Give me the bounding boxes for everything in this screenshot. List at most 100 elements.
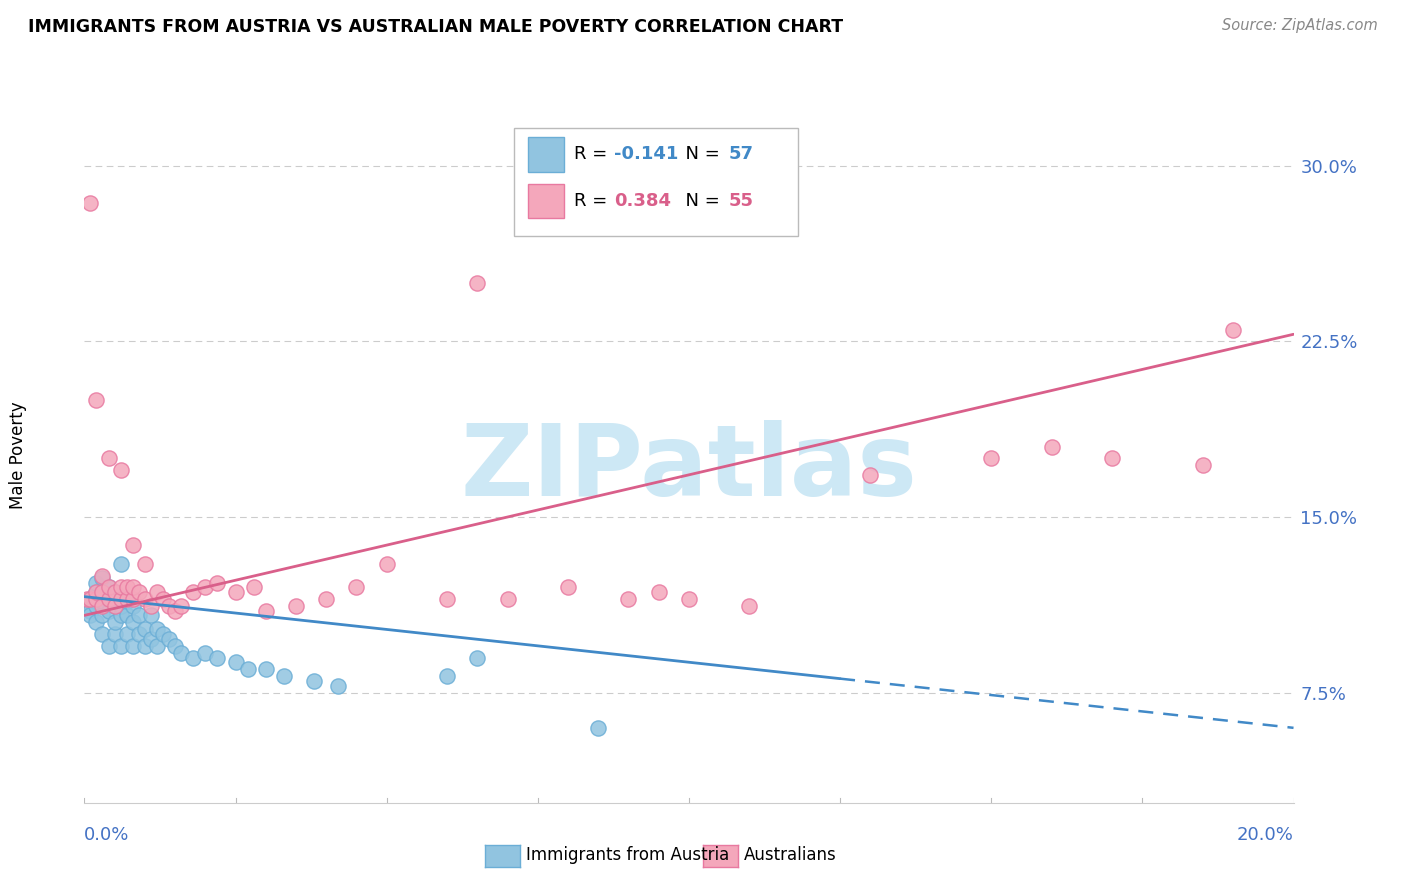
Point bbox=[91, 594, 114, 608]
Point bbox=[79, 604, 101, 618]
Point bbox=[79, 608, 101, 623]
Text: 55: 55 bbox=[728, 192, 754, 210]
Point bbox=[207, 650, 229, 665]
Point bbox=[134, 639, 156, 653]
Point bbox=[207, 575, 229, 590]
Text: N =: N = bbox=[675, 192, 725, 210]
Point bbox=[86, 599, 108, 613]
Text: 0.0%: 0.0% bbox=[84, 826, 129, 844]
Point bbox=[115, 594, 138, 608]
Text: IMMIGRANTS FROM AUSTRIA VS AUSTRALIAN MALE POVERTY CORRELATION CHART: IMMIGRANTS FROM AUSTRIA VS AUSTRALIAN MA… bbox=[28, 18, 844, 36]
Point bbox=[152, 627, 174, 641]
Point bbox=[104, 599, 127, 613]
Text: R =: R = bbox=[574, 145, 613, 163]
Point bbox=[121, 592, 143, 607]
Point bbox=[436, 592, 458, 607]
Text: Source: ZipAtlas.com: Source: ZipAtlas.com bbox=[1222, 18, 1378, 33]
Point bbox=[76, 594, 98, 608]
Point bbox=[1040, 440, 1063, 454]
FancyBboxPatch shape bbox=[529, 137, 564, 172]
Point bbox=[346, 580, 368, 594]
Point bbox=[79, 599, 101, 613]
Text: R =: R = bbox=[574, 192, 613, 210]
Point bbox=[110, 590, 132, 604]
Point bbox=[254, 662, 277, 676]
Point bbox=[91, 627, 114, 641]
Point bbox=[82, 590, 104, 604]
Point bbox=[165, 604, 187, 618]
Point bbox=[115, 592, 138, 607]
Point bbox=[104, 627, 127, 641]
Point bbox=[375, 557, 398, 571]
Point bbox=[97, 580, 120, 594]
Point bbox=[115, 608, 138, 623]
Point bbox=[980, 451, 1002, 466]
Point bbox=[134, 592, 156, 607]
Point bbox=[97, 639, 120, 653]
Point bbox=[110, 639, 132, 653]
Text: -0.141: -0.141 bbox=[614, 145, 678, 163]
Point bbox=[152, 592, 174, 607]
Point bbox=[121, 599, 143, 613]
Point bbox=[146, 585, 169, 599]
Point bbox=[97, 592, 120, 607]
Point bbox=[86, 615, 108, 630]
Text: 20.0%: 20.0% bbox=[1237, 826, 1294, 844]
Point bbox=[1192, 458, 1215, 473]
Point bbox=[146, 623, 169, 637]
Point bbox=[859, 467, 882, 482]
Point bbox=[617, 592, 640, 607]
Point bbox=[110, 580, 132, 594]
Point bbox=[242, 580, 264, 594]
Point bbox=[139, 632, 162, 646]
Text: 0.384: 0.384 bbox=[614, 192, 671, 210]
Point bbox=[236, 662, 259, 676]
Point bbox=[121, 538, 143, 552]
Point bbox=[86, 585, 108, 599]
Point bbox=[225, 655, 247, 669]
Text: 57: 57 bbox=[728, 145, 754, 163]
Point bbox=[104, 615, 127, 630]
Point bbox=[91, 585, 114, 599]
Point bbox=[97, 580, 120, 594]
Point bbox=[648, 585, 671, 599]
Point bbox=[86, 575, 108, 590]
Point bbox=[110, 592, 132, 607]
Point bbox=[79, 592, 101, 607]
Text: Australians: Australians bbox=[744, 847, 837, 864]
Point bbox=[557, 580, 579, 594]
Point bbox=[467, 650, 489, 665]
Point bbox=[1222, 322, 1244, 336]
Text: Male Poverty: Male Poverty bbox=[8, 401, 27, 508]
Point bbox=[170, 646, 193, 660]
Point bbox=[115, 580, 138, 594]
Point bbox=[110, 463, 132, 477]
Point bbox=[139, 608, 162, 623]
Point bbox=[86, 592, 108, 607]
Point bbox=[97, 451, 120, 466]
Point bbox=[302, 673, 325, 688]
Text: N =: N = bbox=[675, 145, 725, 163]
Point bbox=[86, 392, 108, 407]
Point bbox=[97, 592, 120, 607]
Point bbox=[91, 585, 114, 599]
Point bbox=[79, 196, 101, 211]
Point bbox=[91, 568, 114, 582]
Point bbox=[165, 639, 187, 653]
Point bbox=[121, 615, 143, 630]
Point bbox=[194, 580, 217, 594]
Point bbox=[181, 585, 204, 599]
Point bbox=[110, 557, 132, 571]
Point bbox=[1101, 451, 1123, 466]
Text: Immigrants from Austria: Immigrants from Austria bbox=[526, 847, 730, 864]
Point bbox=[170, 599, 193, 613]
Point bbox=[76, 592, 98, 607]
Point bbox=[467, 276, 489, 290]
Point bbox=[121, 639, 143, 653]
FancyBboxPatch shape bbox=[529, 184, 564, 219]
Point bbox=[115, 627, 138, 641]
Point bbox=[496, 592, 519, 607]
Point bbox=[91, 571, 114, 585]
Point bbox=[285, 599, 308, 613]
Point bbox=[315, 592, 337, 607]
